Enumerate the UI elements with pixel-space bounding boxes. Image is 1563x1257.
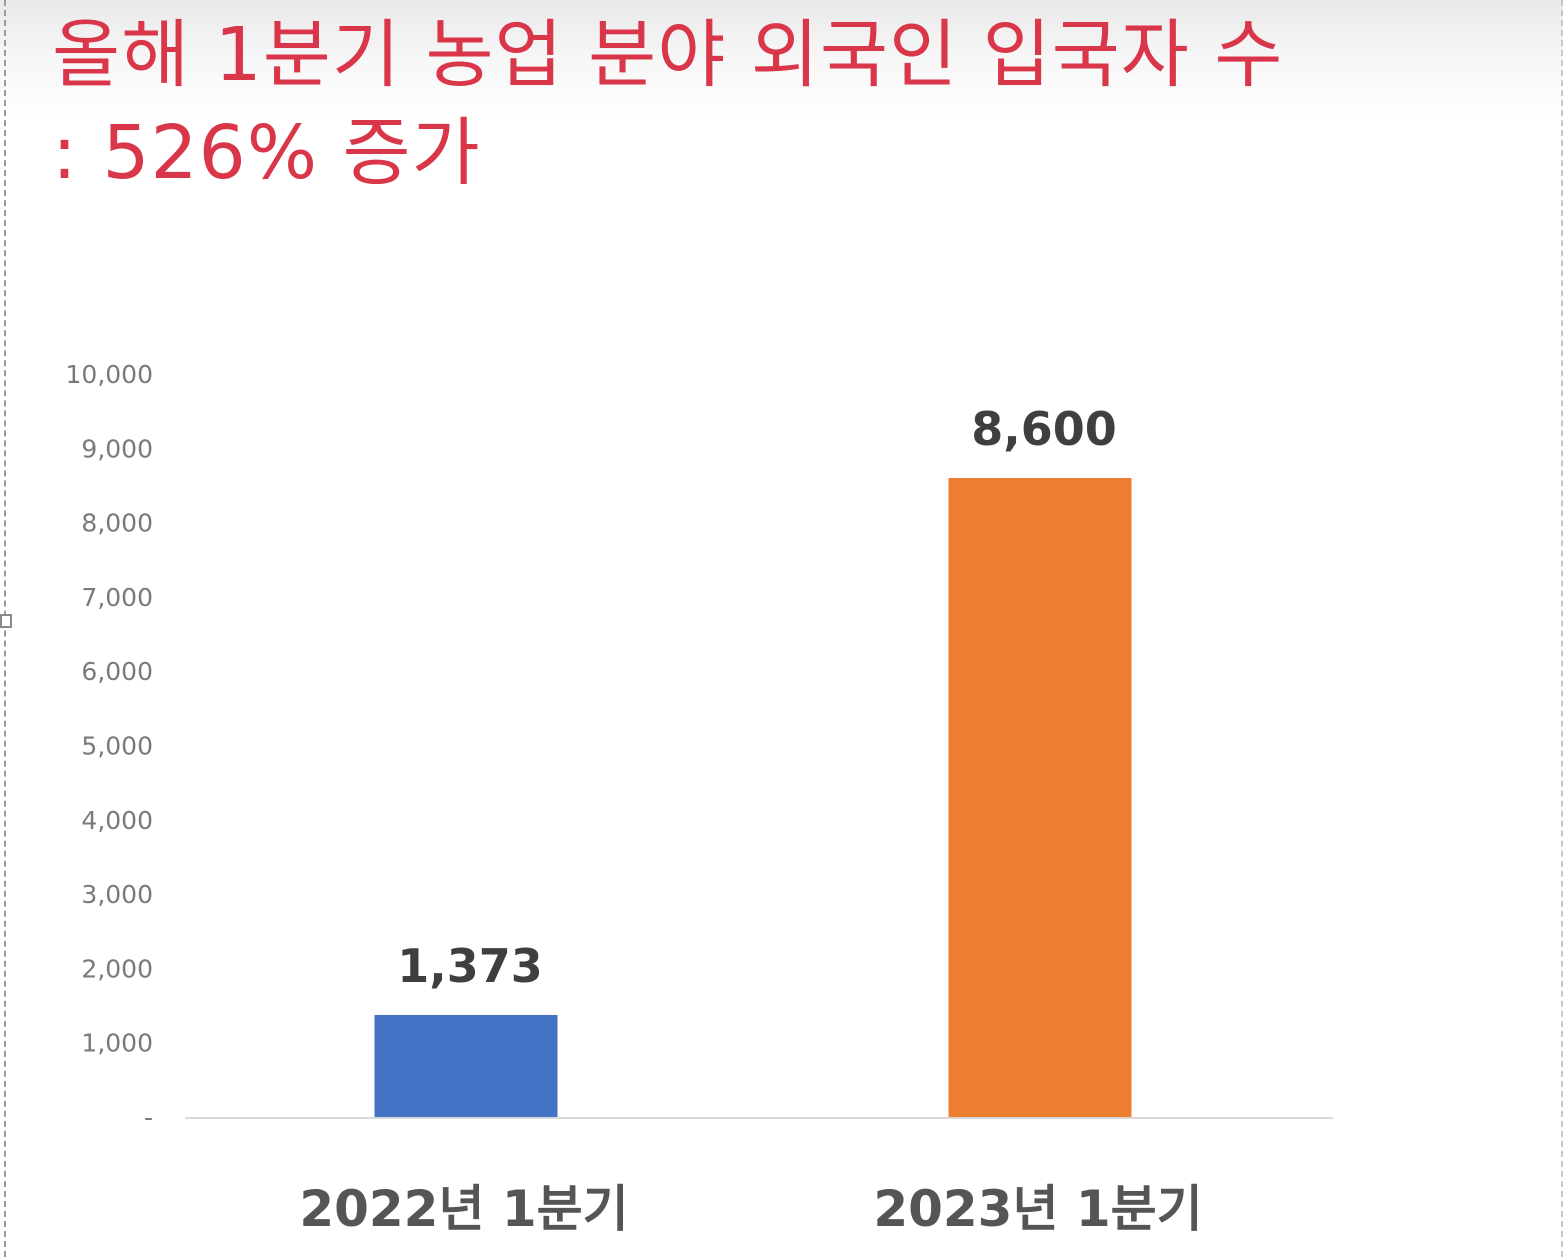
bar: [374, 1014, 558, 1117]
data-labels-group: 1,373 8,600: [397, 402, 1117, 993]
slide-title: 올해 1분기 농업 분야 외국인 입국자 수 : 526% 증가: [52, 6, 1283, 202]
y-tick-label: 2,000: [81, 954, 153, 983]
y-tick-label: 4,000: [81, 806, 153, 835]
bar-value-label: 8,600: [971, 402, 1117, 456]
y-tick-label: 9,000: [81, 434, 153, 463]
bar-value-label: 1,373: [397, 939, 543, 993]
y-tick-label: 1,000: [81, 1029, 153, 1058]
y-tick-label: 10,000: [66, 360, 153, 389]
y-tick-label: 3,000: [81, 880, 153, 909]
resize-handle-icon[interactable]: [0, 614, 12, 628]
category-label: 2023년 1분기: [873, 1180, 1202, 1238]
y-tick-label: 8,000: [81, 509, 153, 538]
category-label: 2022년 1분기: [299, 1180, 628, 1238]
y-tick-label: 7,000: [81, 583, 153, 612]
y-tick-label: 6,000: [81, 657, 153, 686]
y-tick-label: -: [144, 1103, 153, 1132]
category-labels-group: 2022년 1분기 2023년 1분기: [299, 1180, 1202, 1238]
y-axis-tick-labels: - 1,000 2,000 3,000 4,000 5,000 6,000 7,000 8,00…: [66, 360, 153, 1132]
bars-group: [374, 478, 1132, 1117]
y-tick-label: 5,000: [81, 732, 153, 761]
title-line-2: : 526% 증가: [52, 110, 481, 196]
slide-frame-left-border: [4, 0, 6, 1257]
title-line-1: 올해 1분기 농업 분야 외국인 입국자 수: [52, 12, 1284, 98]
slide-frame-right-border: [1561, 0, 1563, 1257]
bar: [948, 478, 1132, 1117]
